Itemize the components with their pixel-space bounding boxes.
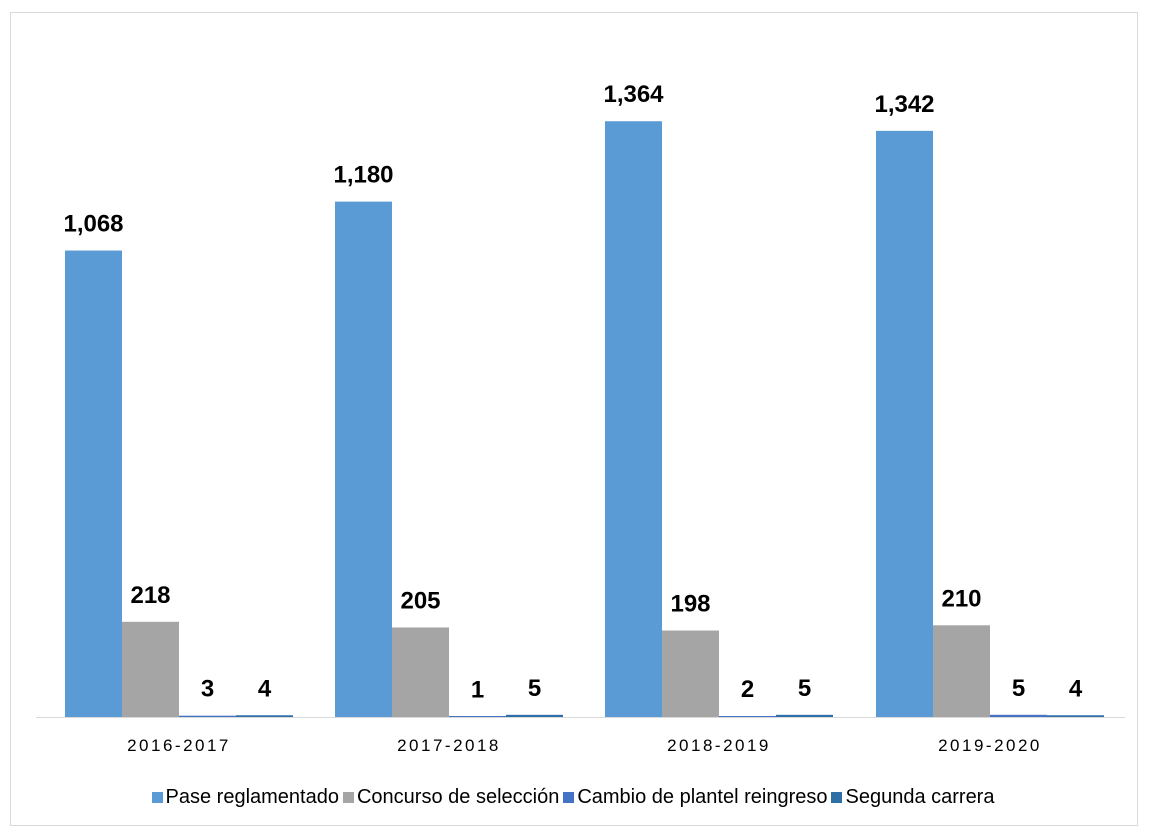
data-label: 1,068 — [63, 211, 123, 238]
data-label: 5 — [528, 675, 541, 702]
x-tick-label: 2019-2020 — [938, 736, 1042, 755]
bar-4-2016-2017 — [236, 715, 293, 717]
bar-1-2017-2018 — [335, 201, 392, 717]
legend-label: Pase reglamentado — [165, 786, 339, 808]
data-label: 5 — [798, 675, 811, 702]
bar-1-2016-2017 — [65, 250, 122, 718]
data-label: 1 — [471, 677, 484, 704]
bar-4-2019-2020 — [1047, 715, 1104, 717]
legend-item: Cambio de plantel reingreso — [563, 786, 827, 809]
x-tick-label: 2016-2017 — [127, 736, 231, 755]
data-label: 1,180 — [333, 162, 393, 189]
legend-label: Concurso de selección — [356, 786, 560, 808]
data-label: 205 — [400, 587, 440, 614]
legend-item: Pase reglamentado — [151, 786, 339, 809]
data-label: 1,364 — [603, 81, 664, 108]
bar-2-2017-2018 — [392, 627, 449, 717]
data-label: 4 — [1069, 675, 1083, 702]
bar-3-2017-2018 — [449, 716, 506, 717]
bar-4-2017-2018 — [506, 714, 563, 717]
bar-1-2018-2019 — [605, 121, 662, 718]
bar-3-2018-2019 — [719, 716, 776, 717]
legend-item: Segunda carrera — [831, 786, 994, 809]
bar-4-2018-2019 — [776, 714, 833, 717]
legend-swatch — [151, 792, 163, 803]
data-label: 2 — [741, 676, 754, 703]
x-tick-label: 2017-2018 — [397, 736, 501, 755]
legend-label: Segunda carrera — [845, 786, 995, 808]
data-label: 210 — [941, 585, 981, 612]
data-label: 4 — [258, 675, 272, 702]
legend-swatch — [831, 792, 843, 803]
bar-3-2019-2020 — [990, 714, 1047, 717]
legend-label: Cambio de plantel reingreso — [577, 786, 828, 808]
legend-swatch — [342, 792, 354, 803]
bar-2-2016-2017 — [122, 621, 179, 717]
data-label: 1,342 — [874, 91, 934, 118]
bar-1-2019-2020 — [876, 130, 933, 718]
data-label: 3 — [201, 676, 214, 703]
legend-item: Concurso de selección — [342, 786, 560, 809]
legend: Pase reglamentado Concurso de selección Ca… — [0, 786, 1150, 809]
data-label: 218 — [130, 582, 170, 609]
x-tick-label: 2018-2019 — [667, 736, 771, 755]
legend-swatch — [563, 792, 575, 803]
bar-2-2019-2020 — [933, 625, 990, 717]
data-label: 198 — [670, 591, 710, 618]
bar-2-2018-2019 — [662, 630, 719, 717]
bar-3-2016-2017 — [179, 715, 236, 717]
data-label: 5 — [1012, 675, 1025, 702]
